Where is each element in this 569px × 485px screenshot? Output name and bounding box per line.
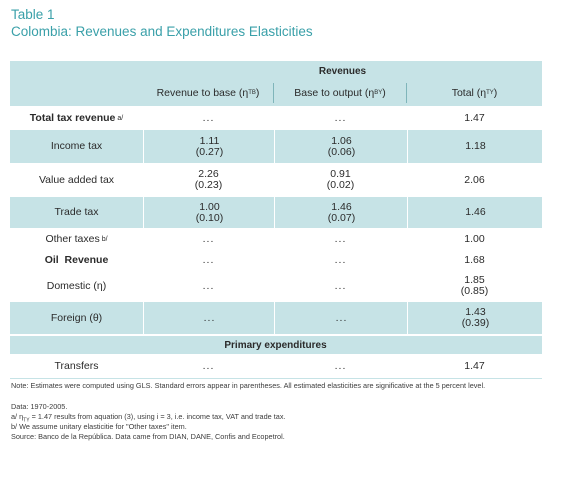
- cell-total: 1.47: [464, 111, 485, 124]
- note-b: b/ We assume unitary elasticitie for "Ot…: [11, 422, 187, 431]
- cell-revenue-to-base: ...: [202, 279, 215, 292]
- cell-revenue-to-base: 1.11 (0.27): [143, 130, 275, 163]
- cell-total: 1.43 (0.39): [407, 302, 543, 334]
- row-label: Oil Revenue: [44, 253, 109, 266]
- col-header-total: Total (η TY): [407, 83, 542, 103]
- col2-paren: ): [382, 87, 386, 99]
- col3-text: Total (η: [451, 87, 487, 99]
- col3-sub: TY: [486, 90, 494, 96]
- cell-revenue-to-base: 1.00 (0.10): [143, 197, 275, 228]
- cell-base-to-output: ...: [274, 302, 408, 334]
- cell-total: 2.06: [464, 173, 485, 186]
- cell-base-to-output: ...: [334, 111, 347, 124]
- row-label: Transfers: [54, 359, 99, 372]
- row-label: Income tax: [50, 140, 103, 152]
- cell-total: 1.46: [407, 197, 543, 228]
- primary-expenditures-header: Primary expenditures: [224, 339, 327, 351]
- cell-revenue-to-base: ...: [202, 232, 215, 245]
- cell-base-to-output: ...: [334, 253, 347, 266]
- row-label: Total tax revenue a/: [29, 111, 124, 124]
- row-label: Value added tax: [38, 173, 115, 186]
- cell-revenue-to-base: ...: [202, 111, 215, 124]
- table-row: Trade tax 1.00 (0.10) 1.46 (0.07) 1.46: [10, 197, 542, 228]
- table-row: Domestic (η) ... ... 1.85 (0.85): [10, 270, 542, 302]
- table-header: Revenues Revenue to base (η TB) Base to o…: [10, 61, 542, 106]
- cell-base-to-output: 0.91 (0.02): [326, 168, 355, 191]
- col3-paren: ): [493, 87, 498, 99]
- cell-total: 1.68: [464, 253, 485, 266]
- note-source: Source: Banco de la República. Data came…: [11, 432, 285, 441]
- row-label: Other taxes b/: [45, 232, 108, 245]
- cell-revenue-to-base: 2.26 (0.23): [194, 168, 223, 191]
- section-header: Primary expenditures: [10, 336, 542, 354]
- revenues-group-header: Revenues: [318, 65, 367, 77]
- table-row: Oil Revenue ... ... 1.68: [10, 250, 542, 270]
- cell-base-to-output: ...: [334, 279, 347, 292]
- table-row: Income tax 1.11 (0.27) 1.06 (0.06) 1.18: [10, 130, 542, 163]
- note-a: a/ ηTY = 1.47 results from aquation (3),…: [11, 412, 286, 424]
- cell-total: 1.47: [464, 359, 485, 372]
- cell-revenue-to-base: ...: [202, 359, 215, 372]
- table-title: Colombia: Revenues and Expenditures Elas…: [11, 24, 313, 39]
- table-bottom-rule: [10, 378, 542, 379]
- col2-sub: BY: [374, 90, 383, 96]
- table-row: Value added tax 2.26 (0.23) 0.91 (0.02) 2.…: [10, 163, 542, 197]
- col-header-revenue-to-base: Revenue to base (η TB): [143, 83, 274, 103]
- cell-revenue-to-base: ...: [143, 302, 275, 334]
- col1-sub: TB: [248, 90, 256, 96]
- table-row: Total tax revenue a/ ... ... 1.47: [10, 106, 542, 130]
- row-label: Foreign (θ): [50, 311, 103, 324]
- col2-text: Base to output (η: [294, 87, 375, 99]
- table-number: Table 1: [11, 7, 55, 22]
- cell-base-to-output: 1.06 (0.06): [274, 130, 408, 163]
- cell-revenue-to-base: ...: [202, 253, 215, 266]
- row-label: Domestic (η): [46, 279, 107, 292]
- table-row: Foreign (θ) ... ... 1.43 (0.39): [10, 302, 542, 334]
- col-header-base-to-output: Base to output (η BY): [274, 83, 407, 103]
- note-gls: Note: Estimates were computed using GLS.…: [11, 381, 486, 390]
- cell-base-to-output: ...: [334, 359, 347, 372]
- cell-base-to-output: 1.46 (0.07): [274, 197, 408, 228]
- cell-total: 1.18: [407, 130, 543, 163]
- cell-base-to-output: ...: [334, 232, 347, 245]
- cell-total: 1.00: [464, 232, 485, 245]
- col1-paren: ): [255, 87, 260, 99]
- table-row: Transfers ... ... 1.47: [10, 354, 542, 378]
- note-data-period: Data: 1970-2005.: [11, 402, 68, 411]
- row-label: Trade tax: [54, 206, 99, 218]
- cell-total: 1.85 (0.85): [460, 274, 489, 297]
- col1-text: Revenue to base (η: [156, 87, 249, 99]
- table-row: Other taxes b/ ... ... 1.00: [10, 228, 542, 250]
